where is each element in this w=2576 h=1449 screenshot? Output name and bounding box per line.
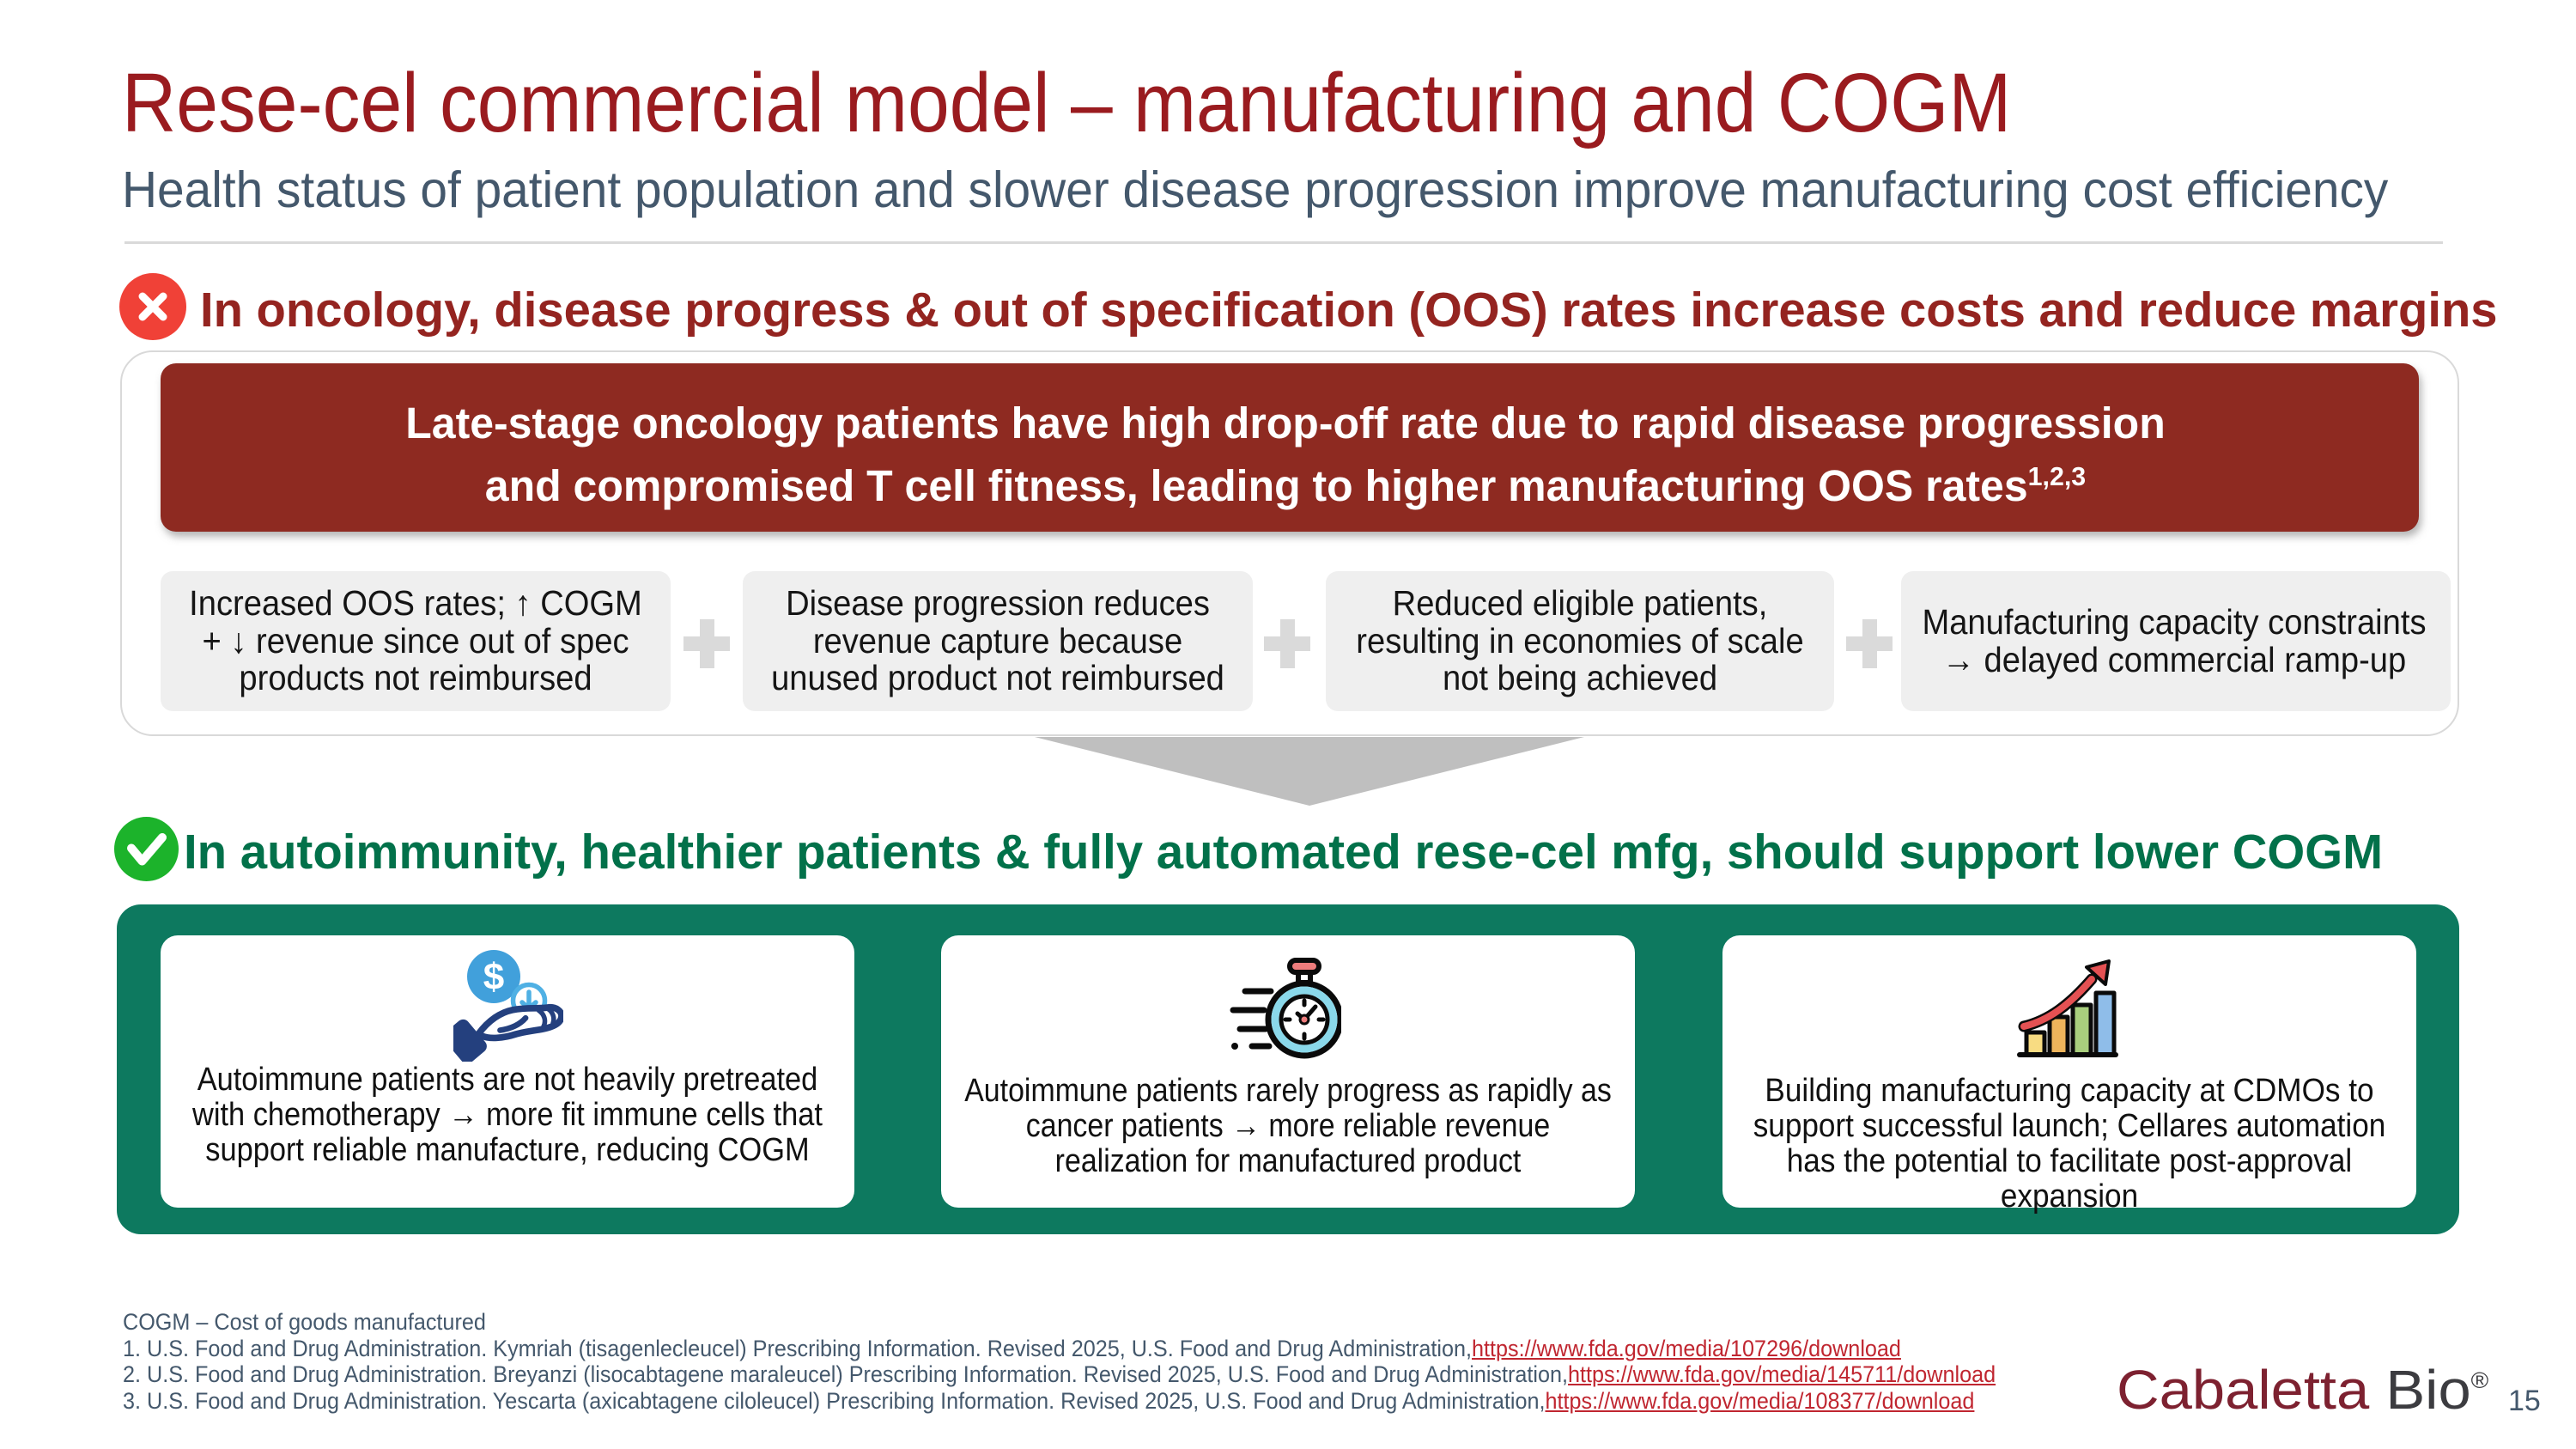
svg-text:$: $	[483, 956, 504, 998]
